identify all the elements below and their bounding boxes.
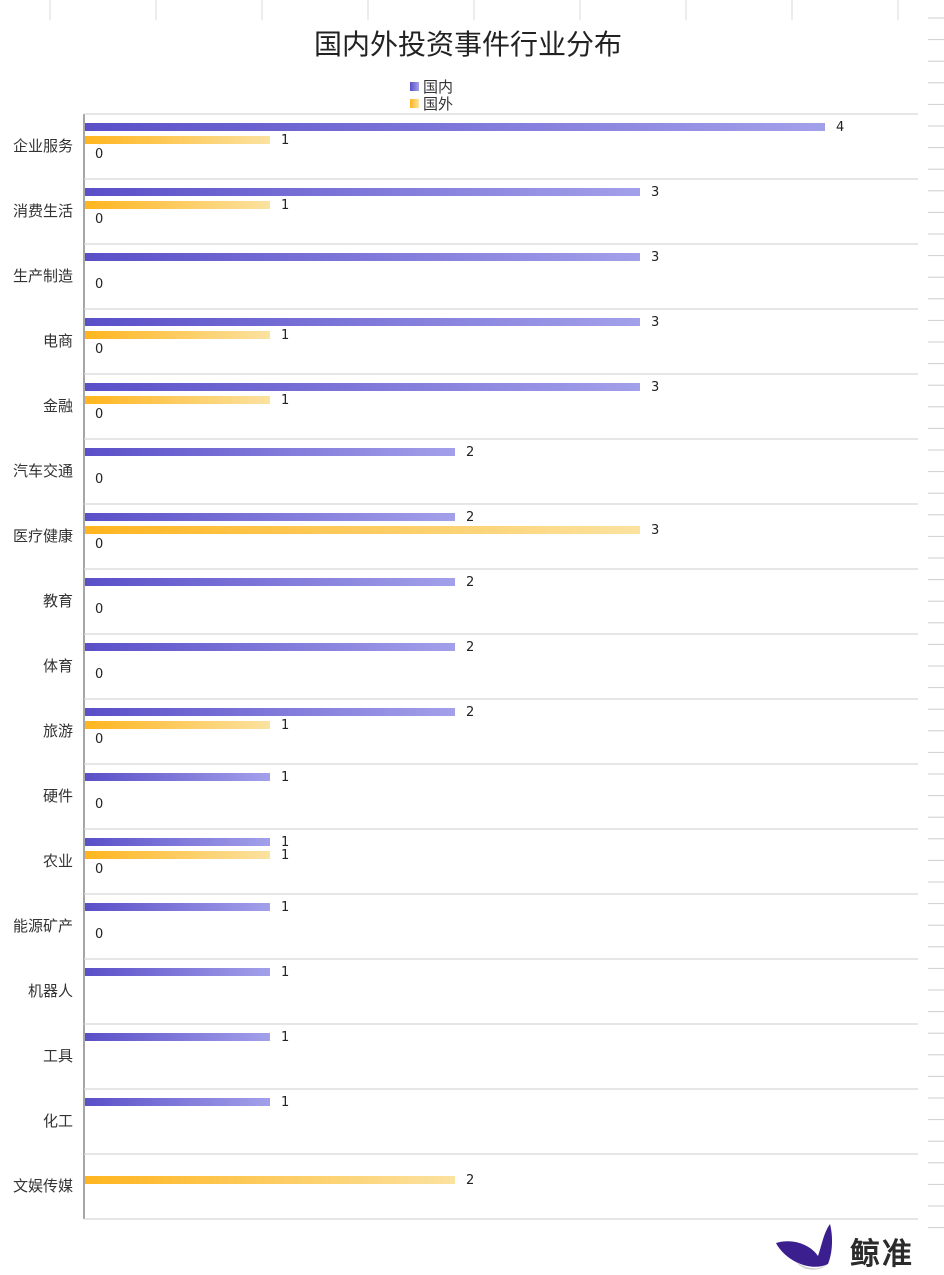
bar-foreign [85, 331, 270, 339]
data-label-extra: 0 [95, 342, 103, 357]
data-label-extra: 0 [95, 147, 103, 162]
data-label-extra: 0 [95, 797, 103, 812]
data-label-domestic: 1 [281, 835, 289, 850]
bar-foreign [85, 136, 270, 144]
data-label-domestic: 2 [466, 510, 474, 525]
data-label-domestic: 2 [466, 445, 474, 460]
data-label-domestic: 1 [281, 770, 289, 785]
data-label-foreign: 1 [281, 718, 289, 733]
brand-name: 鲸准 [850, 1237, 914, 1272]
category-label: 教育 [43, 592, 73, 610]
bar-domestic [85, 838, 270, 846]
bar-domestic [85, 708, 455, 716]
data-label-extra: 0 [95, 537, 103, 552]
bar-domestic [85, 578, 455, 586]
data-label-extra: 0 [95, 602, 103, 617]
legend-swatch-0 [410, 82, 419, 91]
category-label: 电商 [43, 332, 73, 350]
data-label-domestic: 1 [281, 965, 289, 980]
bar-domestic [85, 253, 640, 261]
data-label-foreign: 1 [281, 328, 289, 343]
data-label-extra: 0 [95, 732, 103, 747]
bar-domestic [85, 513, 455, 521]
category-label: 旅游 [43, 722, 73, 740]
data-label-foreign: 1 [281, 198, 289, 213]
top-ruler [49, 0, 899, 20]
data-label-domestic: 1 [281, 1095, 289, 1110]
category-label: 企业服务 [13, 137, 73, 155]
data-label-domestic: 3 [651, 315, 659, 330]
data-label-extra: 0 [95, 862, 103, 877]
data-label-domestic: 2 [466, 705, 474, 720]
data-label-extra: 0 [95, 212, 103, 227]
chart-title: 国内外投资事件行业分布 [314, 28, 622, 61]
category-label: 农业 [43, 852, 73, 870]
brand-logo: 鲸准 [776, 1224, 914, 1272]
bar-foreign [85, 1176, 455, 1184]
data-label-domestic: 1 [281, 900, 289, 915]
data-label-domestic: 2 [466, 575, 474, 590]
bar-domestic [85, 773, 270, 781]
data-label-foreign: 2 [466, 1173, 474, 1188]
data-label-domestic: 4 [836, 120, 844, 135]
bar-domestic [85, 383, 640, 391]
bar-domestic [85, 188, 640, 196]
category-label: 能源矿产 [13, 917, 73, 935]
bar-domestic [85, 318, 640, 326]
category-label: 生产制造 [13, 267, 73, 285]
data-label-foreign: 1 [281, 393, 289, 408]
bar-domestic [85, 1098, 270, 1106]
data-label-domestic: 3 [651, 380, 659, 395]
data-label-domestic: 2 [466, 640, 474, 655]
category-label: 文娱传媒 [13, 1177, 73, 1195]
data-label-domestic: 3 [651, 250, 659, 265]
category-label: 汽车交通 [13, 462, 73, 480]
bar-foreign [85, 851, 270, 859]
data-label-domestic: 1 [281, 1030, 289, 1045]
data-label-foreign: 3 [651, 523, 659, 538]
data-label-domestic: 3 [651, 185, 659, 200]
data-label-foreign: 1 [281, 848, 289, 863]
data-label-extra: 0 [95, 667, 103, 682]
category-label: 化工 [43, 1112, 73, 1130]
category-label: 硬件 [43, 787, 73, 805]
data-label-extra: 0 [95, 472, 103, 487]
whale-logo-icon [776, 1224, 833, 1270]
bar-foreign [85, 526, 640, 534]
bar-foreign [85, 396, 270, 404]
legend-label-1: 国外 [423, 95, 453, 113]
bar-domestic [85, 968, 270, 976]
category-label: 医疗健康 [13, 527, 73, 545]
bar-domestic [85, 903, 270, 911]
legend-label-0: 国内 [423, 78, 453, 96]
data-label-extra: 0 [95, 277, 103, 292]
category-label: 金融 [43, 397, 73, 415]
bar-foreign [85, 201, 270, 209]
category-label: 消费生活 [13, 202, 73, 220]
plot-area: 企业服务 4 1 0 消费生活 3 1 0 生产制造 3 0 电商 3 1 0 金融 3 1 0 汽车交通 2 0 医疗健康… [13, 113, 918, 1220]
right-ruler [928, 17, 944, 1229]
category-label: 体育 [43, 657, 73, 675]
bar-domestic [85, 448, 455, 456]
data-label-extra: 0 [95, 407, 103, 422]
bar-domestic [85, 1033, 270, 1041]
bar-domestic [85, 643, 455, 651]
bar-foreign [85, 721, 270, 729]
data-label-extra: 0 [95, 927, 103, 942]
legend-swatch-1 [410, 99, 419, 108]
category-label: 工具 [43, 1047, 73, 1065]
data-label-foreign: 1 [281, 133, 289, 148]
bar-domestic [85, 123, 825, 131]
category-label: 机器人 [28, 982, 73, 1000]
